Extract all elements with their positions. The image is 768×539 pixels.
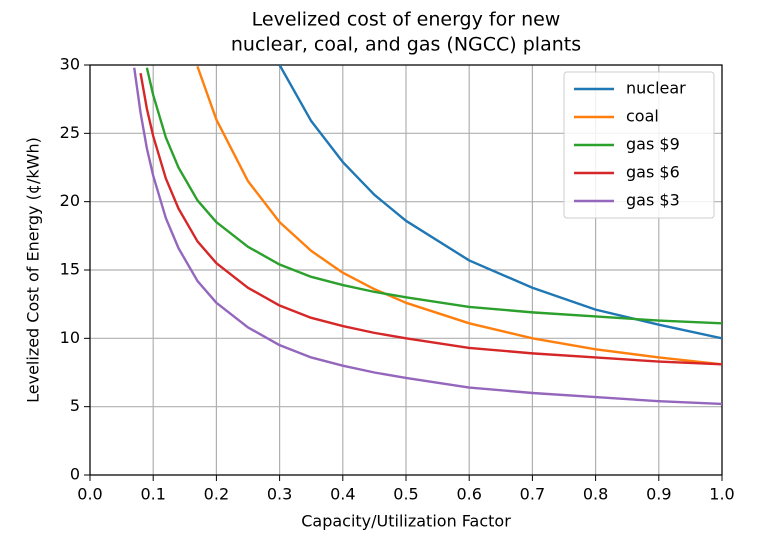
x-tick-label: 0.2 bbox=[204, 485, 229, 504]
series-line bbox=[278, 65, 722, 340]
legend-label: gas $9 bbox=[626, 135, 680, 154]
x-tick-label: 0.9 bbox=[646, 485, 671, 504]
chart-title: Levelized cost of energy for new bbox=[252, 9, 561, 31]
y-tick-label: 10 bbox=[60, 328, 80, 347]
y-tick-label: 15 bbox=[60, 260, 80, 279]
chart-title: nuclear, coal, and gas (NGCC) plants bbox=[231, 34, 581, 56]
x-tick-label: 0.5 bbox=[393, 485, 418, 504]
legend-label: gas $6 bbox=[626, 163, 680, 182]
legend-label: coal bbox=[626, 107, 659, 126]
x-tick-label: 0.7 bbox=[520, 485, 545, 504]
series-line bbox=[133, 67, 722, 406]
x-tick-label: 0.1 bbox=[140, 485, 165, 504]
x-tick-label: 0.3 bbox=[267, 485, 292, 504]
x-tick-label: 0.4 bbox=[330, 485, 355, 504]
x-tick-label: 1.0 bbox=[709, 485, 734, 504]
y-tick-label: 20 bbox=[60, 191, 80, 210]
y-tick-label: 5 bbox=[70, 396, 80, 415]
y-tick-label: 0 bbox=[70, 465, 80, 484]
x-tick-label: 0.0 bbox=[77, 485, 102, 504]
x-tick-label: 0.8 bbox=[583, 485, 608, 504]
legend-box bbox=[563, 71, 715, 219]
series-line bbox=[139, 72, 722, 366]
y-axis-label: Levelized Cost of Energy (¢/kWh) bbox=[24, 137, 43, 403]
series-line bbox=[196, 65, 722, 366]
plot-frame bbox=[89, 64, 723, 476]
y-tick-label: 25 bbox=[60, 123, 80, 142]
y-tick-label: 30 bbox=[60, 55, 80, 74]
series-line bbox=[145, 67, 722, 325]
x-tick-label: 0.6 bbox=[456, 485, 481, 504]
x-axis-label: Capacity/Utilization Factor bbox=[301, 512, 511, 531]
plot-area bbox=[133, 65, 722, 406]
legend-label: nuclear bbox=[626, 79, 686, 98]
legend-label: gas $3 bbox=[626, 191, 680, 210]
